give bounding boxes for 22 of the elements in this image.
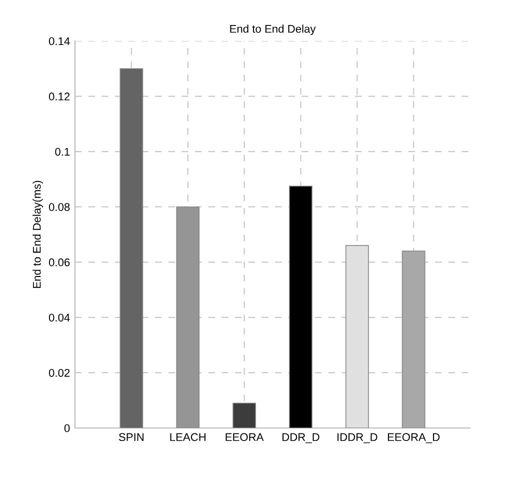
y-tick-label: 0.06	[48, 258, 70, 266]
chart-title: End to End Delay	[230, 24, 316, 35]
bar	[289, 186, 312, 428]
y-tick-label: 0.04	[48, 314, 70, 322]
bar	[345, 245, 369, 428]
x-tick-label: IDDR_D	[337, 433, 378, 444]
y-tick-label: 0.08	[48, 203, 70, 211]
x-tick-label: EEORA_D	[388, 433, 440, 444]
y-tick-label: 0.1	[55, 148, 70, 156]
x-tick-label: SPIN	[118, 433, 144, 442]
x-tick-label: EEORA	[226, 433, 264, 442]
x-tick-label: LEACH	[170, 433, 206, 442]
y-tick-label: 0.12	[48, 92, 70, 100]
y-tick-label: 0	[64, 424, 70, 432]
bar	[120, 68, 144, 428]
x-tick-label: DDR_D	[282, 433, 320, 444]
bar	[176, 206, 200, 428]
y-axis-title: End to End Delay(ms)	[32, 180, 43, 288]
bar	[402, 250, 426, 428]
bar	[232, 402, 256, 428]
y-tick-label: 0.14	[48, 37, 70, 46]
y-tick-label: 0.02	[48, 368, 70, 377]
